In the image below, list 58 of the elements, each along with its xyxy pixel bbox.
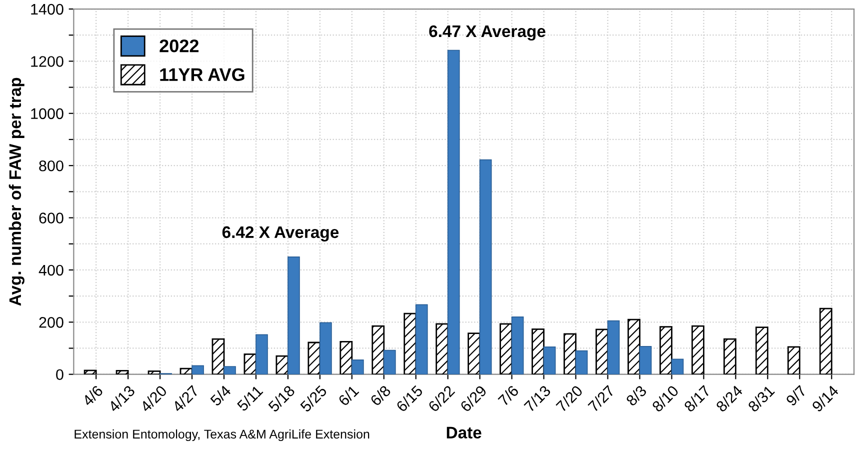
bar	[543, 346, 556, 374]
x-tick-label: 5/18	[267, 384, 296, 413]
bar	[148, 370, 161, 374]
bar	[383, 350, 396, 374]
bar	[671, 358, 684, 374]
y-tick-label: 200	[39, 317, 64, 328]
bar	[192, 365, 204, 374]
bar	[351, 360, 364, 374]
x-tick-label: 6/29	[459, 384, 488, 412]
y-tick-label: 0	[56, 369, 64, 380]
bar	[415, 304, 428, 374]
bar	[212, 338, 225, 374]
bar	[404, 312, 417, 374]
y-tick-label: 800	[39, 160, 64, 172]
x-tick-label: 8/3	[625, 384, 648, 407]
bar	[575, 350, 588, 374]
annotation: 6.47 X Average	[429, 25, 546, 41]
x-tick-label: 4/13	[107, 384, 136, 413]
annotation: 6.42 X Average	[222, 226, 339, 242]
legend-label: 11YR AVG	[160, 68, 244, 82]
y-tick-label: 1000	[31, 108, 64, 120]
bar	[224, 366, 236, 374]
bar	[308, 342, 321, 374]
bar	[447, 50, 460, 374]
x-tick-label: 4/20	[139, 384, 168, 413]
bar	[288, 256, 300, 374]
x-tick-label: 9/7	[785, 384, 808, 406]
x-axis-title: Date	[446, 426, 482, 438]
y-tick-label: 600	[39, 212, 64, 224]
x-tick-label: 7/6	[497, 384, 520, 406]
x-tick-label: 6/22	[427, 384, 456, 412]
x-tick-label: 8/10	[651, 384, 680, 413]
bar	[256, 334, 268, 374]
y-tick-label: 1200	[31, 56, 64, 67]
bar	[500, 323, 513, 374]
x-tick-label: 7/13	[523, 384, 552, 412]
x-tick-label: 6/15	[395, 384, 424, 412]
x-tick-label: 7/20	[555, 384, 584, 412]
bar	[479, 159, 492, 374]
x-tick-label: 5/11	[236, 384, 264, 412]
bar	[340, 341, 353, 374]
y-tick-label: 1400	[31, 4, 64, 15]
bar	[372, 325, 385, 374]
legend-label: 2022	[160, 40, 199, 52]
x-tick-label: 8/31	[747, 384, 776, 413]
bar	[468, 332, 481, 374]
x-tick-label: 5/4	[209, 384, 232, 407]
y-tick-label: 400	[38, 264, 64, 276]
x-tick-label: 4/6	[81, 384, 104, 407]
bar	[511, 316, 524, 374]
bar	[436, 323, 449, 374]
x-tick-label: 6/1	[337, 384, 360, 406]
y-axis-title: Avg. number of FAW per trap	[8, 78, 24, 306]
bar	[639, 346, 652, 374]
text: Extension Entomology, Texas A&M AgriLife Extension	[74, 429, 370, 442]
bar	[607, 320, 620, 374]
x-tick-label: 6/8	[369, 384, 392, 406]
bar	[320, 322, 332, 374]
